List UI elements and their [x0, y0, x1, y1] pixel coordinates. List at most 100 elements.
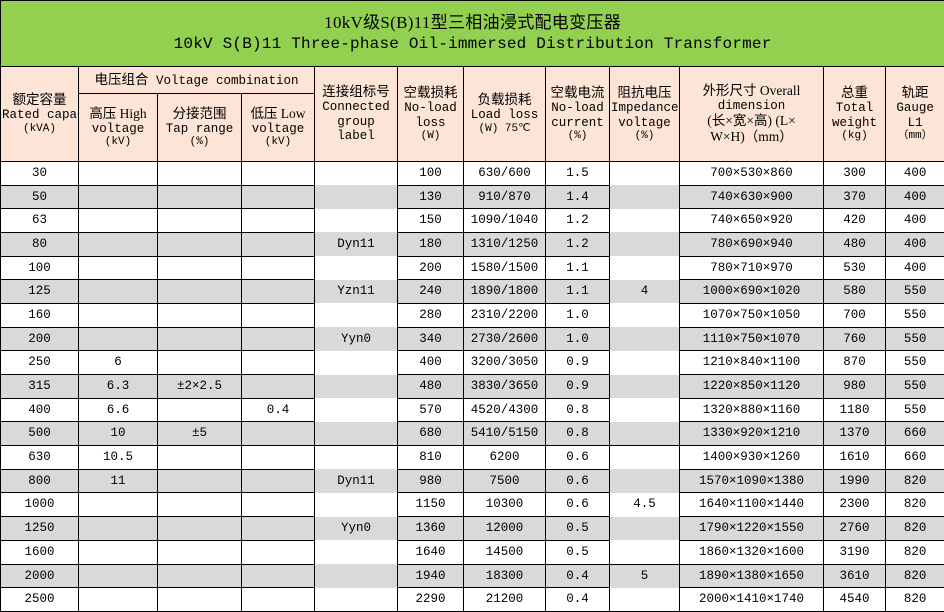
cell-rated-capacity: 63 [0, 208, 79, 233]
cell-low-voltage [241, 184, 315, 210]
cell-high-voltage [78, 279, 158, 304]
table-row: 100 200 1580/1500 1.1 780×710×970 530 400 [0, 255, 944, 281]
col-header-load-loss: 负载损耗 Load loss (W) 75℃ [463, 66, 546, 162]
cell-rated-capacity: 315 [0, 374, 79, 399]
cell-total-weight: 2300 [823, 492, 886, 518]
cell-gauge: 550 [884, 350, 944, 376]
cell-high-voltage [78, 231, 158, 257]
cell-gauge: 400 [884, 160, 944, 186]
cell-gauge: 400 [884, 184, 944, 210]
cell-connected-group [314, 160, 398, 186]
cell-connected-group: Dyn11 [314, 232, 398, 257]
cell-no-load-current: 1.4 [545, 184, 610, 210]
title-english: 10kV S(B)11 Three-phase Oil-immersed Dis… [173, 35, 772, 54]
cell-rated-capacity: 800 [0, 468, 79, 494]
cell-connected-group: Yzn11 [314, 279, 398, 304]
cell-gauge: 820 [884, 539, 944, 565]
cell-impedance-voltage: 5 [609, 563, 680, 588]
col-header-overall-dimension: 外形尺寸 Overall dimension (长×宽×高) (L× W×H)（… [679, 66, 824, 162]
total-weight-en1: Total [835, 100, 874, 115]
table-row: 250 6 400 3200/3050 0.9 1210×840×1100 870 550 [0, 350, 944, 376]
cell-rated-capacity: 30 [0, 160, 79, 186]
gauge-cn: 轨距 [901, 84, 929, 100]
cell-total-weight: 300 [823, 160, 886, 186]
cell-no-load-current: 1.0 [545, 302, 610, 328]
cell-no-load-current: 0.6 [545, 492, 610, 518]
cell-load-loss: 1580/1500 [463, 255, 546, 281]
voltage-combination-cn: 电压组合 [94, 71, 149, 87]
low-voltage-cn: 低压 Low [250, 105, 306, 121]
cell-gauge: 550 [884, 397, 944, 423]
cell-overall-dimension: 1400×930×1260 [679, 445, 824, 470]
col-header-low-voltage: 低压 Low voltage (kV) [241, 93, 315, 162]
tap-range-en: Tap range [165, 121, 234, 136]
connected-group-en2: group [337, 114, 375, 129]
cell-no-load-current: 1.5 [545, 160, 610, 186]
cell-load-loss: 2310/2200 [463, 302, 546, 328]
cell-total-weight: 3190 [823, 539, 886, 565]
cell-no-load-loss: 130 [397, 184, 464, 210]
cell-low-voltage [241, 492, 315, 518]
cell-tap-range [157, 279, 242, 304]
cell-impedance-voltage [609, 421, 680, 447]
cell-low-voltage [241, 160, 315, 186]
cell-no-load-loss: 400 [397, 350, 464, 376]
cell-no-load-loss: 1150 [397, 492, 464, 518]
cell-total-weight: 530 [823, 255, 886, 281]
table-row: 2500 2290 21200 0.4 2000×1410×1740 4540 820 [0, 587, 944, 612]
col-header-high-voltage: 高压 High voltage (kV) [78, 93, 158, 162]
rated-capacity-cn: 额定容量 [12, 92, 67, 108]
col-header-connected-group: 连接组标号 Connected group label [314, 66, 398, 162]
high-voltage-en: voltage [91, 121, 145, 136]
cell-connected-group [314, 398, 398, 422]
cell-gauge: 400 [884, 208, 944, 233]
cell-tap-range [157, 516, 242, 541]
cell-rated-capacity: 1250 [0, 516, 79, 541]
cell-high-voltage [78, 326, 158, 352]
total-weight-cn: 总重 [841, 84, 868, 100]
cell-overall-dimension: 780×690×940 [679, 231, 824, 257]
cell-tap-range [157, 184, 242, 210]
cell-no-load-current: 0.9 [545, 350, 610, 376]
cell-overall-dimension: 1640×1100×1440 [679, 492, 824, 518]
col-header-tap-range: 分接范围 Tap range (%) [157, 93, 242, 162]
cell-no-load-loss: 200 [397, 255, 464, 281]
cell-rated-capacity: 250 [0, 350, 79, 376]
cell-load-loss: 10300 [463, 492, 546, 518]
cell-load-loss: 14500 [463, 539, 546, 565]
cell-low-voltage [241, 302, 315, 328]
cell-load-loss: 3830/3650 [463, 374, 546, 399]
cell-low-voltage [241, 231, 315, 257]
cell-tap-range [157, 255, 242, 281]
cell-tap-range [157, 326, 242, 352]
cell-gauge: 550 [884, 302, 944, 328]
cell-tap-range [157, 231, 242, 257]
cell-no-load-loss: 100 [397, 160, 464, 186]
cell-no-load-loss: 150 [397, 208, 464, 233]
cell-total-weight: 1990 [823, 468, 886, 494]
cell-gauge: 660 [884, 421, 944, 447]
total-weight-en2: weight [831, 115, 877, 130]
cell-total-weight: 2760 [823, 516, 886, 541]
sheet-title: 10kV级S(B)11型三相油浸式配电变压器 10kV S(B)11 Three… [0, 0, 944, 68]
cell-no-load-loss: 280 [397, 302, 464, 328]
title-chinese: 10kV级S(B)11型三相油浸式配电变压器 [324, 12, 622, 32]
cell-no-load-loss: 810 [397, 445, 464, 470]
impedance-voltage-unit: (%) [634, 130, 655, 143]
cell-overall-dimension: 700×530×860 [679, 160, 824, 186]
cell-high-voltage [78, 587, 158, 612]
cell-overall-dimension: 2000×1410×1740 [679, 587, 824, 612]
cell-total-weight: 480 [823, 231, 886, 257]
cell-gauge: 820 [884, 492, 944, 518]
load-loss-en: Load loss [470, 108, 539, 123]
table-row: 2000 1940 18300 0.4 5 1890×1380×1650 3610 820 [0, 563, 944, 589]
cell-low-voltage [241, 468, 315, 494]
cell-no-load-loss: 480 [397, 374, 464, 399]
cell-impedance-voltage [609, 540, 680, 565]
cell-impedance-voltage [609, 469, 680, 493]
cell-connected-group [314, 587, 398, 612]
no-load-loss-cn: 空载损耗 [403, 84, 458, 100]
cell-tap-range [157, 539, 242, 565]
cell-gauge: 820 [884, 468, 944, 494]
